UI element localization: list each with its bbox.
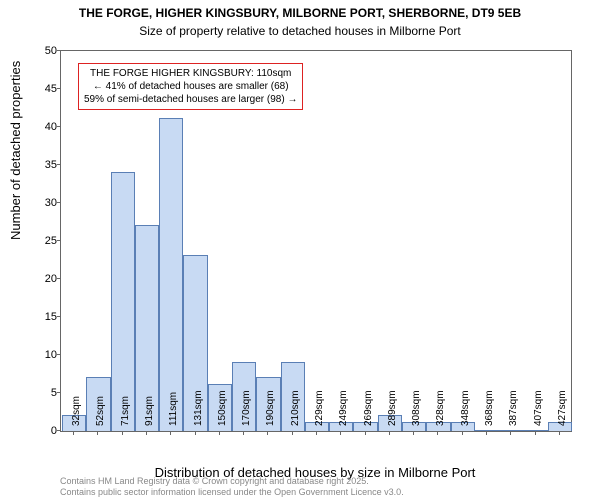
x-tick <box>486 431 487 435</box>
y-tick-label: 20 <box>45 273 61 285</box>
y-tick <box>57 164 61 165</box>
y-tick-label: 30 <box>45 197 61 209</box>
y-tick <box>57 430 61 431</box>
bar <box>159 118 183 431</box>
y-tick-label: 40 <box>45 121 61 133</box>
y-tick-label: 10 <box>45 349 61 361</box>
y-tick <box>57 88 61 89</box>
y-axis-label: Number of detached properties <box>8 61 23 240</box>
credits: Contains HM Land Registry data © Crown c… <box>60 476 570 498</box>
y-tick <box>57 126 61 127</box>
x-tick <box>535 431 536 435</box>
plot-area: THE FORGE HIGHER KINGSBURY: 110sqm ← 41%… <box>60 50 572 432</box>
y-tick <box>57 354 61 355</box>
x-tick <box>462 431 463 435</box>
y-tick-label: 45 <box>45 83 61 95</box>
y-tick <box>57 240 61 241</box>
x-tick <box>365 431 366 435</box>
x-tick <box>170 431 171 435</box>
callout-box: THE FORGE HIGHER KINGSBURY: 110sqm ← 41%… <box>78 63 303 110</box>
x-tick <box>437 431 438 435</box>
x-tick <box>146 431 147 435</box>
callout-line1: THE FORGE HIGHER KINGSBURY: 110sqm <box>84 67 297 80</box>
x-tick <box>340 431 341 435</box>
x-tick <box>292 431 293 435</box>
y-tick <box>57 316 61 317</box>
x-tick <box>389 431 390 435</box>
y-tick-label: 25 <box>45 235 61 247</box>
y-tick <box>57 392 61 393</box>
callout-line2: ← 41% of detached houses are smaller (68… <box>84 80 297 93</box>
x-tick <box>219 431 220 435</box>
x-tick <box>195 431 196 435</box>
chart-title-line2: Size of property relative to detached ho… <box>0 24 600 38</box>
credit-line2: Contains public sector information licen… <box>60 487 570 498</box>
chart-title-line1: THE FORGE, HIGHER KINGSBURY, MILBORNE PO… <box>0 6 600 20</box>
x-tick <box>413 431 414 435</box>
x-tick <box>559 431 560 435</box>
x-tick <box>510 431 511 435</box>
y-tick-label: 0 <box>51 425 61 437</box>
x-tick <box>243 431 244 435</box>
x-tick <box>97 431 98 435</box>
y-tick <box>57 50 61 51</box>
y-tick-label: 50 <box>45 45 61 57</box>
credit-line1: Contains HM Land Registry data © Crown c… <box>60 476 570 487</box>
y-tick <box>57 278 61 279</box>
x-tick <box>122 431 123 435</box>
callout-line3: 59% of semi-detached houses are larger (… <box>84 93 297 106</box>
y-tick-label: 35 <box>45 159 61 171</box>
y-tick-label: 5 <box>51 387 61 399</box>
y-tick <box>57 202 61 203</box>
x-tick <box>267 431 268 435</box>
bar <box>111 172 135 431</box>
x-tick <box>316 431 317 435</box>
x-tick <box>73 431 74 435</box>
y-tick-label: 15 <box>45 311 61 323</box>
